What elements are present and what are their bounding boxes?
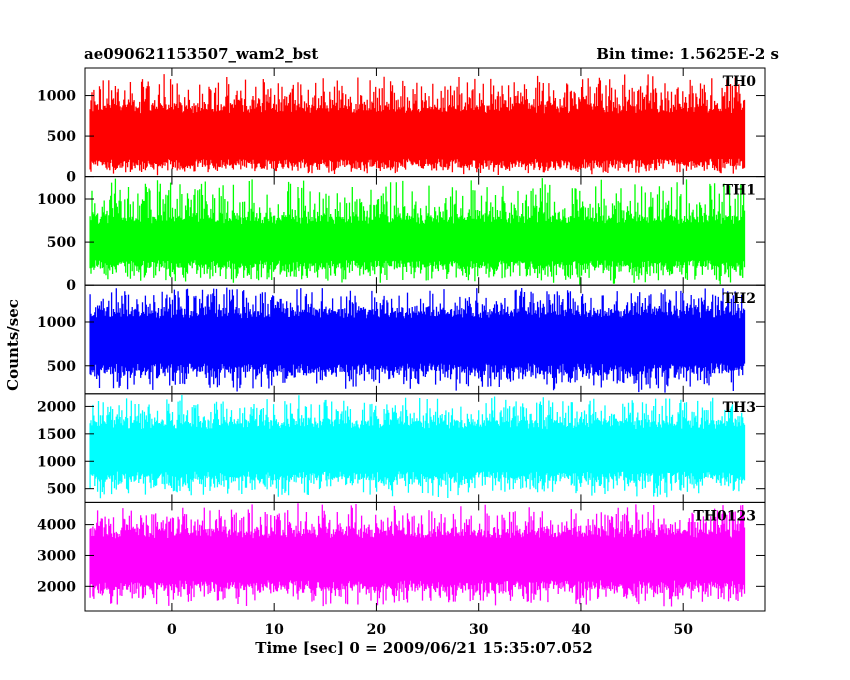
- series-th1: [89, 178, 746, 285]
- panel-label-th0123: TH0123: [693, 508, 756, 524]
- panel-th0123: 2000 3000 4000 TH0123: [37, 501, 766, 612]
- y-tick-label: 1500: [37, 427, 76, 443]
- x-tick-label: 40: [571, 622, 591, 638]
- y-tick-label: 0: [66, 170, 76, 186]
- panel-th0: 0 500 1000 TH0: [37, 67, 766, 186]
- panels-group: 0 500 1000 TH0 0 500 1000 TH1 500 1000 TH2 500 1000 1…: [37, 67, 766, 612]
- x-axis: 0 10 20 30 40 50: [167, 622, 693, 638]
- y-tick-label: 2000: [37, 399, 76, 415]
- y-tick-label: 1000: [37, 192, 76, 208]
- series-th3: [89, 395, 746, 499]
- x-tick-label: 30: [469, 622, 489, 638]
- y-tick-label: 2000: [37, 579, 76, 595]
- x-tick-label: 50: [673, 622, 693, 638]
- panel-label-th1: TH1: [723, 183, 756, 199]
- series-th2: [89, 287, 746, 393]
- x-axis-label: Time [sec] 0 = 2009/06/21 15:35:07.052: [255, 639, 592, 657]
- chart-title: ae090621153507_wam2_bst: [84, 45, 318, 63]
- y-tick-label: 4000: [37, 518, 76, 534]
- panel-frame: [84, 501, 766, 612]
- x-tick-label: 0: [167, 622, 177, 638]
- series-th0: [89, 74, 746, 176]
- x-tick-label: 20: [367, 622, 387, 638]
- panel-th1: 0 500 1000 TH1: [37, 176, 766, 294]
- panel-label-th3: TH3: [723, 400, 756, 416]
- x-tick-label: 10: [264, 622, 284, 638]
- y-tick-label: 0: [66, 278, 76, 294]
- y-tick-label: 1000: [37, 454, 76, 470]
- panel-label-th2: TH2: [723, 291, 756, 307]
- y-tick-label: 1000: [37, 89, 76, 105]
- y-tick-label: 500: [47, 235, 76, 251]
- y-axis-label: Counts/sec: [4, 299, 22, 391]
- panel-th2: 500 1000 TH2: [37, 284, 766, 395]
- y-tick-label: 500: [47, 482, 76, 498]
- chart-subtitle: Bin time: 1.5625E-2 s: [596, 45, 779, 63]
- panel-label-th0: TH0: [723, 74, 757, 90]
- y-tick-label: 1000: [37, 315, 76, 331]
- panel-th3: 500 1000 1500 2000 TH3: [37, 393, 766, 503]
- series-th0123: [89, 503, 746, 607]
- y-tick-label: 500: [47, 129, 76, 145]
- y-tick-label: 500: [47, 359, 76, 375]
- y-tick-label: 3000: [37, 548, 76, 564]
